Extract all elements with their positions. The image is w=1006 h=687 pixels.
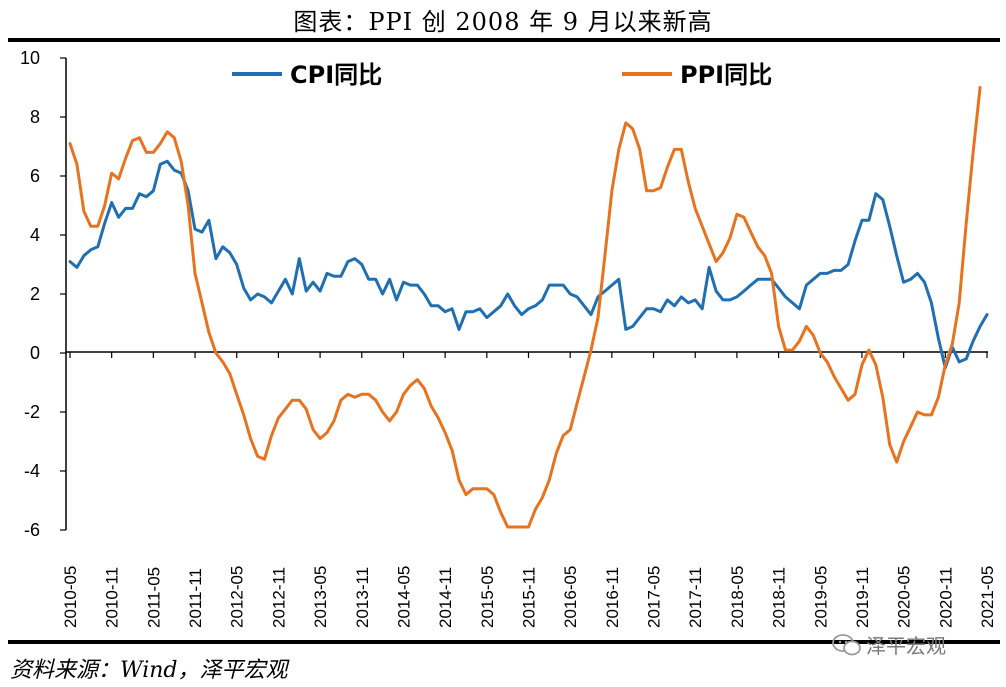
x-tick-label: 2011-11	[186, 568, 205, 628]
x-tick-label: 2014-05	[394, 566, 413, 628]
cpi-series-line	[68, 159, 989, 370]
x-tick-label: 2014-11	[436, 567, 455, 628]
x-tick-label: 2015-05	[478, 566, 497, 628]
legend-label-ppi: PPI同比	[680, 61, 772, 89]
x-tick-label: 2012-11	[269, 567, 288, 628]
wechat-icon	[832, 633, 861, 655]
x-tick-label: 2010-11	[103, 567, 122, 628]
x-tick-label: 2013-11	[353, 567, 372, 628]
legend-label-cpi: CPI同比	[290, 61, 382, 89]
ppi-series-line	[68, 86, 982, 529]
watermark-text: 泽平宏观	[866, 634, 946, 658]
x-tick-label: 2015-11	[520, 567, 539, 628]
x-tick-label: 2013-05	[311, 566, 330, 628]
x-tick-label: 2016-11	[603, 567, 622, 628]
y-tick-label: 4	[30, 225, 40, 245]
source-note: 资料来源：Wind，泽平宏观	[10, 658, 288, 683]
y-tick-label: 10	[20, 48, 40, 68]
x-axis-ticks: 2010-05 2010-11 2011-05 2011-11 2012-05 2012-…	[61, 352, 997, 628]
legend: CPI同比 PPI同比	[232, 61, 772, 89]
x-tick-label: 2021-05	[978, 566, 997, 628]
y-tick-label: 6	[30, 166, 40, 186]
y-tick-label: 0	[30, 343, 40, 363]
y-tick-label: -2	[24, 402, 40, 422]
x-tick-label: 2020-05	[895, 566, 914, 628]
bottom-rule	[8, 640, 1000, 644]
watermark: 泽平宏观	[832, 630, 946, 659]
x-tick-label: 2011-05	[144, 567, 163, 628]
x-tick-label: 2012-05	[228, 566, 247, 628]
chart-title: 图表：PPI 创 2008 年 9 月以来新高	[293, 8, 713, 36]
y-tick-label: -6	[24, 520, 40, 540]
top-rule	[8, 38, 1000, 42]
x-tick-label: 2016-05	[561, 566, 580, 628]
y-tick-label: 8	[30, 107, 40, 127]
y-tick-label: -4	[24, 461, 40, 481]
x-tick-label: 2019-11	[853, 567, 872, 628]
x-tick-label: 2019-05	[811, 566, 830, 628]
x-tick-label: 2017-05	[645, 566, 664, 628]
x-tick-label: 2020-11	[936, 567, 955, 628]
y-axis-ticks: 10 8 6 4 2 0 -2 -4 -6	[20, 48, 66, 540]
line-chart: 10 8 6 4 2 0 -2 -4 -6 2010-05 2010-11 2011-05 2011-…	[20, 48, 997, 628]
x-tick-label: 2017-11	[686, 567, 705, 628]
y-tick-label: 2	[30, 284, 40, 304]
x-tick-label: 2018-05	[728, 566, 747, 628]
x-tick-label: 2010-05	[61, 566, 80, 628]
x-tick-label: 2018-11	[770, 567, 789, 628]
